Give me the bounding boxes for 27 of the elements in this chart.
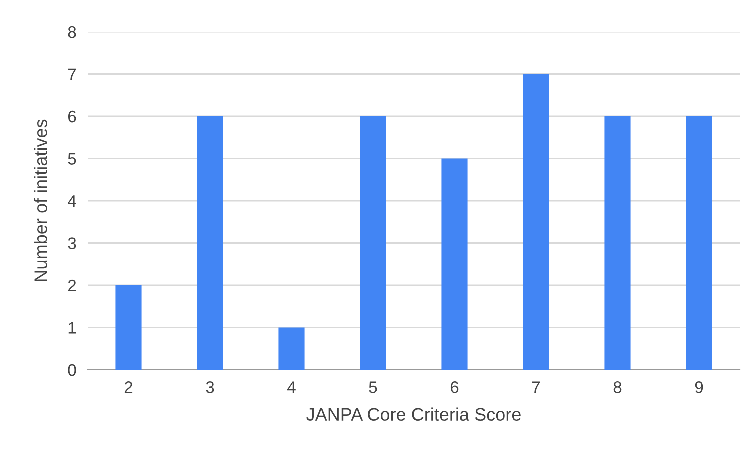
x-tick-label: 8 <box>614 382 622 394</box>
x-tick-label: 2 <box>124 382 133 394</box>
y-tick-label: 3 <box>68 238 76 250</box>
bar <box>686 116 712 370</box>
y-tick-label: 0 <box>68 364 76 376</box>
y-tick-label: 7 <box>68 68 76 80</box>
bar <box>197 116 224 370</box>
y-tick-label: 1 <box>68 322 76 334</box>
y-tick-label: 8 <box>68 26 76 38</box>
bar <box>360 116 386 370</box>
x-tick-label: 4 <box>288 382 296 394</box>
x-tick-label: 3 <box>206 382 214 394</box>
x-axis-title: JANPA Core Criteria Score <box>306 408 521 422</box>
x-tick-label: 9 <box>695 382 704 394</box>
y-tick-label: 5 <box>68 153 76 165</box>
bar <box>116 286 142 370</box>
y-tick-label: 4 <box>68 196 76 208</box>
y-axis-title: Number of initiatives <box>34 120 48 282</box>
y-tick-label: 2 <box>68 280 76 292</box>
bar <box>442 158 468 370</box>
bar <box>604 116 631 370</box>
bar <box>278 328 305 370</box>
x-tick-label: 6 <box>450 382 459 394</box>
y-tick-label: 6 <box>68 110 76 123</box>
x-tick-label: 7 <box>532 382 540 394</box>
bar <box>523 74 550 370</box>
x-tick-label: 5 <box>369 382 378 394</box>
